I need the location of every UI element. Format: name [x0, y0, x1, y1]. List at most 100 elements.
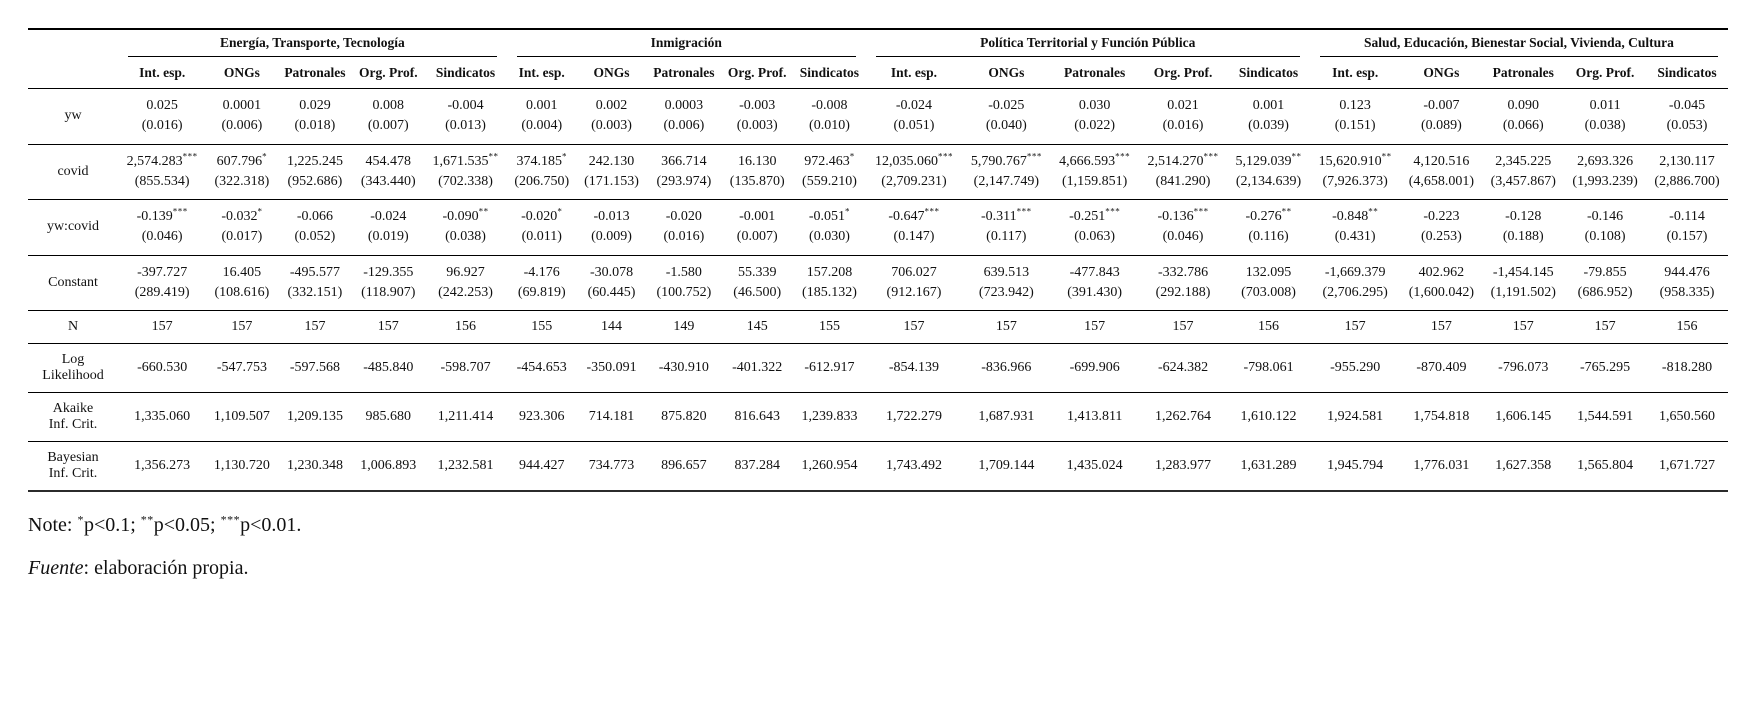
stat-cell: 1,006.893 — [360, 458, 417, 474]
estimate-value: -0.045 — [1668, 98, 1706, 113]
estimate-value: 2,514.270*** — [1147, 150, 1219, 169]
stat-cell: -485.840 — [363, 360, 414, 376]
coef-cell: -1.580 (100.752) — [646, 255, 721, 311]
subcolumn-header: Org. Prof. — [1564, 59, 1647, 89]
standard-error-value: (332.151) — [287, 285, 343, 301]
coef-cell: 2,574.283*** (855.534) — [118, 144, 206, 200]
row-label-line: yw:covid — [46, 219, 100, 235]
estimate-value: 0.029 — [299, 98, 331, 113]
significance-stars: *** — [937, 150, 953, 161]
subcolumn-header: ONGs — [576, 59, 647, 89]
coef-cell: -495.577 (332.151) — [278, 255, 353, 311]
estimate-value: -0.004 — [447, 98, 484, 113]
subcolumn-header: Int. esp. — [118, 59, 207, 89]
standard-error-value: (2,709.231) — [881, 173, 947, 189]
significance-stars: *** — [1193, 206, 1209, 217]
standard-error-value: (0.007) — [367, 118, 409, 134]
stat-cell: 156 — [455, 319, 477, 335]
subcolumn-header: Org. Prof. — [352, 59, 425, 89]
row-label: covid — [28, 144, 118, 200]
standard-error-value: (292.188) — [1155, 285, 1211, 301]
standard-error-value: (0.052) — [294, 229, 336, 245]
standard-error-value: (0.063) — [1074, 229, 1116, 245]
coef-cell: -0.090** (0.038) — [424, 200, 507, 256]
stat-cell: 157 — [304, 319, 326, 335]
standard-error-value: (185.132) — [802, 285, 857, 301]
stat-cell: 875.820 — [661, 409, 707, 425]
coef-cell: -0.045 (0.053) — [1646, 89, 1728, 145]
standard-error-value: (855.534) — [134, 173, 190, 189]
standard-error-value: (118.907) — [361, 285, 416, 301]
stat-cell: 157 — [1594, 319, 1616, 335]
source-text: : elaboración propia. — [83, 557, 249, 580]
standard-error-value: (0.108) — [1584, 229, 1626, 245]
significance-stars: *** — [1016, 206, 1032, 217]
standard-error-value: (343.440) — [360, 173, 416, 189]
estimate-value: 157.208 — [806, 264, 853, 280]
standard-error-value: (322.318) — [214, 173, 270, 189]
standard-error-value: (69.819) — [517, 285, 566, 301]
standard-error-value: (0.022) — [1074, 118, 1116, 134]
row-label: Log Likelihood — [28, 344, 118, 393]
standard-error-value: (958.335) — [1659, 285, 1715, 301]
coef-cell: 0.002 (0.003) — [577, 89, 647, 145]
estimate-value: -0.032* — [221, 206, 263, 225]
stat-cell: 156 — [1258, 319, 1280, 335]
standard-error-value: (0.030) — [809, 229, 850, 245]
coef-cell: -0.146 (0.108) — [1564, 200, 1646, 256]
coef-cell: 2,514.270*** (841.290) — [1139, 144, 1227, 200]
significance-stars: *** — [182, 150, 198, 161]
stat-cell: -660.530 — [137, 360, 188, 376]
coef-cell: 5,790.767*** (2,147.749) — [962, 144, 1050, 200]
stat-cell: 157 — [1512, 319, 1534, 335]
standard-error-value: (100.752) — [656, 285, 712, 301]
estimate-value: -79.855 — [1583, 264, 1627, 280]
coef-cell: 132.095 (703.008) — [1227, 255, 1310, 311]
standard-error-value: (0.188) — [1502, 229, 1544, 245]
standard-error-value: (0.053) — [1666, 118, 1708, 134]
standard-error-value: (1,191.502) — [1490, 285, 1556, 301]
significance-stars: * — [557, 206, 563, 217]
estimate-value: -0.146 — [1587, 209, 1624, 225]
standard-error-value: (7,926.373) — [1322, 173, 1388, 189]
standard-error-value: (0.151) — [1334, 118, 1376, 134]
significance-stars: * — [561, 150, 567, 161]
estimate-value: 0.001 — [1252, 98, 1285, 113]
standard-error-value: (0.004) — [521, 118, 563, 134]
standard-error-value: (0.116) — [1248, 229, 1289, 245]
estimate-value: -332.786 — [1157, 264, 1209, 280]
stat-cell: 1,687.931 — [978, 409, 1035, 425]
note-stars: * — [77, 512, 84, 527]
standard-error-value: (912.167) — [886, 285, 942, 301]
coef-cell: -0.024 (0.051) — [866, 89, 962, 145]
estimate-value: 2,130.117 — [1659, 153, 1715, 169]
stat-cell: 1,924.581 — [1327, 409, 1384, 425]
stat-cell: 1,610.122 — [1240, 409, 1297, 425]
standard-error-value: (0.018) — [294, 118, 336, 134]
significance-stars: ** — [1368, 206, 1379, 217]
stat-cell: 1,413.811 — [1066, 409, 1123, 425]
subcolumn-header: Int. esp. — [865, 59, 963, 89]
column-group-header: Política Territorial y Función Pública — [866, 29, 1310, 59]
coef-cell: 0.008 (0.007) — [352, 89, 424, 145]
coef-cell: 15,620.910** (7,926.373) — [1310, 144, 1401, 200]
significance-note: Note: *p<0.1; **p<0.05; ***p<0.01. — [28, 514, 1728, 537]
coef-cell: 0.001 (0.004) — [507, 89, 577, 145]
coef-cell: 4,666.593*** (1,159.851) — [1051, 144, 1139, 200]
coef-cell: 12,035.060*** (2,709.231) — [866, 144, 962, 200]
stat-cell: 149 — [673, 319, 695, 335]
standard-error-value: (703.008) — [1241, 285, 1296, 301]
row-label-line: Likelihood — [42, 368, 104, 384]
standard-error-value: (0.066) — [1502, 118, 1544, 134]
coef-cell: 1,671.535** (702.338) — [424, 144, 507, 200]
significance-stars: *** — [1115, 150, 1131, 161]
row-label-line: Akaike — [52, 401, 94, 417]
coef-cell: -4.176 (69.819) — [507, 255, 577, 311]
row-label-line: Bayesian — [47, 450, 99, 466]
coef-cell: 5,129.039** (2,134.639) — [1227, 144, 1310, 200]
stat-cell: 157 — [903, 319, 925, 335]
stat-cell: 1,283.977 — [1155, 458, 1212, 474]
coef-cell: -1,669.379 (2,706.295) — [1310, 255, 1401, 311]
stat-cell: 1,945.794 — [1327, 458, 1384, 474]
stat-cell: 157 — [1172, 319, 1194, 335]
